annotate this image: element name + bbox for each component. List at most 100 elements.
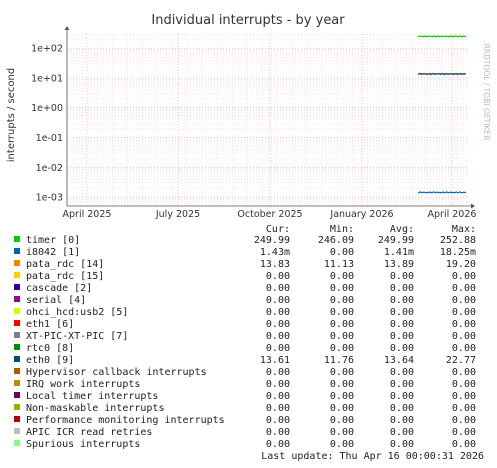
- legend-value-avg: 13.89: [384, 259, 414, 270]
- series-lines: [417, 35, 467, 194]
- watermark: RRDTOOL / TOBI OETIKER: [482, 44, 491, 141]
- legend-value-min: 0.00: [330, 343, 354, 354]
- y-tick-label: 1e-02: [36, 163, 63, 174]
- legend-swatch: [14, 248, 20, 254]
- legend-value-min: 0.00: [330, 307, 354, 318]
- legend-value-cur: 0.00: [266, 283, 290, 294]
- legend-value-cur: 0.00: [266, 307, 290, 318]
- legend-series-name: eth1 [6]: [26, 319, 74, 330]
- series-line: [417, 35, 467, 38]
- legend-series-name: ohci_hcd:usb2 [5]: [26, 307, 128, 318]
- legend-series-name: pata_rdc [15]: [26, 271, 104, 282]
- legend-swatch: [14, 296, 20, 302]
- legend-swatch: [14, 356, 20, 362]
- legend-value-max: 22.77: [446, 355, 476, 366]
- chart-title: Individual interrupts - by year: [151, 13, 345, 28]
- legend-value-cur: 0.00: [266, 295, 290, 306]
- legend-swatch: [14, 428, 20, 434]
- x-tick-labels: April 2025 July 2025 October 2025 January 2…: [63, 209, 477, 220]
- legend-value-min: 0.00: [330, 403, 354, 414]
- legend-value-max: 0.00: [452, 391, 476, 402]
- legend-swatch: [14, 308, 20, 314]
- legend-value-min: 0.00: [330, 331, 354, 342]
- legend-value-min: 0.00: [330, 379, 354, 390]
- legend-value-min: 0.00: [330, 367, 354, 378]
- legend-value-max: 18.25m: [440, 247, 476, 258]
- y-tick-labels: 1e-03 1e-02 1e-01 1e+00 1e+01 1e+02: [31, 44, 63, 204]
- legend-series-name: XT-PIC-XT-PIC [7]: [26, 331, 128, 342]
- legend-value-max: 0.00: [452, 403, 476, 414]
- legend-swatch: [14, 380, 20, 386]
- legend-swatch: [14, 368, 20, 374]
- x-tick-label: April 2026: [428, 209, 477, 220]
- legend-value-min: 11.76: [324, 355, 354, 366]
- legend-series-name: pata_rdc [14]: [26, 259, 104, 270]
- legend-value-max: 0.00: [452, 271, 476, 282]
- legend-value-avg: 1.41m: [384, 247, 414, 258]
- legend-value-avg: 13.64: [384, 355, 414, 366]
- legend-series-name: i8042 [1]: [26, 247, 80, 258]
- legend-column-header: Max:: [452, 224, 476, 235]
- legend-series-name: eth0 [9]: [26, 355, 74, 366]
- legend-value-avg: 0.00: [390, 367, 414, 378]
- legend-value-max: 0.00: [452, 427, 476, 438]
- legend-swatch: [14, 440, 20, 446]
- legend-value-avg: 0.00: [390, 403, 414, 414]
- legend-series-name: APIC ICR read retries: [26, 427, 152, 438]
- legend-value-min: 0.00: [330, 271, 354, 282]
- legend-value-avg: 0.00: [390, 439, 414, 450]
- y-tick-label: 1e-01: [36, 133, 63, 144]
- legend-swatch: [14, 344, 20, 350]
- series-line: [417, 72, 467, 76]
- legend-series-name: Non-maskable interrupts: [26, 403, 164, 414]
- legend-swatch: [14, 236, 20, 242]
- legend-swatch: [14, 416, 20, 422]
- legend-value-cur: 1.43m: [260, 247, 290, 258]
- last-update: Last update: Thu Apr 16 00:00:31 2026: [261, 451, 484, 462]
- legend-value-avg: 0.00: [390, 415, 414, 426]
- legend-value-avg: 0.00: [390, 379, 414, 390]
- legend-value-min: 0.00: [330, 415, 354, 426]
- y-tick-label: 1e-03: [36, 193, 63, 204]
- legend-series-name: serial [4]: [26, 295, 86, 306]
- legend-value-max: 252.88: [440, 235, 476, 246]
- legend-value-min: 0.00: [330, 391, 354, 402]
- legend-value-cur: 0.00: [266, 367, 290, 378]
- legend-series-name: timer [0]: [26, 235, 80, 246]
- legend-swatch: [14, 332, 20, 338]
- legend-value-max: 19.20: [446, 259, 476, 270]
- legend-series-name: IRQ work interrupts: [26, 379, 140, 390]
- legend-value-avg: 0.00: [390, 391, 414, 402]
- x-axis-arrow: [471, 203, 475, 209]
- legend-value-min: 0.00: [330, 427, 354, 438]
- legend-swatch: [14, 392, 20, 398]
- plot-background: [67, 34, 467, 206]
- series-line: [418, 191, 467, 194]
- legend-value-cur: 0.00: [266, 343, 290, 354]
- legend: Cur: Min: Avg: Max: timer [0] 249.99 246.09 249…: [14, 224, 484, 462]
- legend-swatch: [14, 260, 20, 266]
- legend-value-avg: 0.00: [390, 271, 414, 282]
- x-tick-label: January 2026: [329, 209, 393, 220]
- y-tick-label: 1e+02: [31, 44, 63, 55]
- legend-series-name: rtc0 [8]: [26, 343, 74, 354]
- legend-value-max: 0.00: [452, 319, 476, 330]
- legend-value-min: 11.13: [324, 259, 354, 270]
- legend-swatch: [14, 404, 20, 410]
- legend-value-avg: 0.00: [390, 319, 414, 330]
- legend-value-max: 0.00: [452, 295, 476, 306]
- legend-column-header: Cur:: [266, 224, 290, 235]
- legend-series-name: Performance monitoring interrupts: [26, 415, 225, 426]
- legend-series-name: Hypervisor callback interrupts: [26, 367, 207, 378]
- legend-series-name: Spurious interrupts: [26, 439, 140, 450]
- x-tick-label: April 2025: [63, 209, 112, 220]
- legend-value-cur: 13.83: [260, 259, 290, 270]
- legend-value-avg: 0.00: [390, 283, 414, 294]
- legend-value-min: 0.00: [330, 247, 354, 258]
- legend-value-cur: 0.00: [266, 439, 290, 450]
- legend-value-cur: 0.00: [266, 379, 290, 390]
- legend-series-name: Local timer interrupts: [26, 391, 158, 402]
- legend-value-cur: 0.00: [266, 271, 290, 282]
- legend-value-max: 0.00: [452, 379, 476, 390]
- grid-lines: [66, 33, 467, 207]
